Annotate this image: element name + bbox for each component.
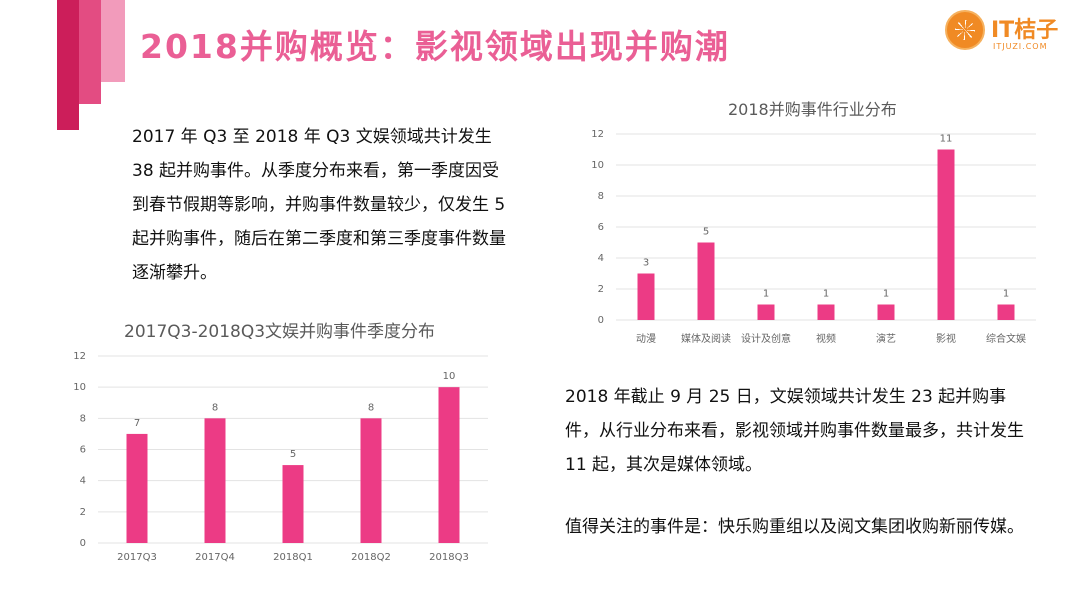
decor-bar-dark [57, 0, 79, 130]
bar [360, 418, 382, 543]
y-tick-label: 10 [591, 160, 604, 171]
x-tick-label: 综合文娱 [986, 332, 1026, 345]
brand-logo: IT桔子 ITJUZI.COM [945, 10, 1070, 58]
x-tick-label: 2017Q4 [195, 552, 235, 563]
data-label: 1 [883, 289, 889, 300]
bar [282, 465, 304, 543]
industry-summary-text: 2018 年截止 9 月 25 日，文娱领域共计发生 23 起并购事件，从行业分… [565, 387, 1024, 475]
data-label: 7 [134, 418, 140, 429]
y-tick-label: 6 [80, 445, 86, 456]
orange-slice-icon [945, 10, 985, 50]
y-tick-label: 0 [80, 538, 86, 549]
x-tick-label: 2018Q1 [273, 552, 313, 563]
data-label: 5 [703, 227, 709, 238]
x-tick-label: 媒体及阅读 [681, 332, 731, 345]
x-tick-label: 动漫 [636, 333, 656, 345]
x-tick-label: 视频 [816, 332, 836, 345]
x-tick-label: 影视 [936, 332, 956, 345]
data-label: 1 [1003, 289, 1009, 300]
logo-name: IT桔子 [991, 18, 1059, 43]
bar [204, 418, 226, 543]
logo-subtitle: ITJUZI.COM [993, 42, 1048, 51]
x-tick-label: 演艺 [876, 332, 896, 345]
x-tick-label: 2018Q2 [351, 552, 391, 563]
x-tick-label: 设计及创意 [741, 332, 791, 345]
notable-events-text: 值得关注的事件是：快乐购重组以及阅文集团收购新丽传媒。 [565, 517, 1024, 537]
data-label: 11 [940, 134, 953, 145]
data-label: 10 [443, 371, 456, 382]
industry-chart-title: 2018并购事件行业分布 [728, 100, 897, 119]
x-tick-label: 2018Q3 [429, 552, 469, 563]
decor-bar-mid [79, 0, 101, 104]
bar [937, 149, 955, 320]
y-tick-label: 10 [73, 382, 86, 393]
data-label: 3 [643, 258, 649, 269]
bar [877, 304, 895, 320]
x-tick-label: 2017Q3 [117, 552, 157, 563]
y-tick-label: 8 [598, 191, 604, 202]
page-title: 2018并购概览：影视领域出现并购潮 [140, 27, 730, 66]
bar [817, 304, 835, 320]
y-tick-label: 2 [598, 284, 604, 295]
bar [438, 387, 460, 543]
y-tick-label: 4 [598, 253, 604, 264]
quarterly-chart-title: 2017Q3-2018Q3文娱并购事件季度分布 [124, 322, 436, 342]
bar [997, 304, 1015, 320]
y-tick-label: 8 [80, 413, 86, 424]
data-label: 5 [290, 449, 296, 460]
y-tick-label: 12 [73, 351, 86, 362]
data-label: 1 [763, 289, 769, 300]
y-tick-label: 0 [598, 315, 604, 326]
decor-bar-light [101, 0, 125, 82]
data-label: 1 [823, 289, 829, 300]
y-tick-label: 2 [80, 507, 86, 518]
bar [637, 273, 655, 320]
y-tick-label: 6 [598, 222, 604, 233]
bar [126, 433, 148, 543]
data-label: 8 [212, 402, 218, 413]
bar [757, 304, 775, 320]
bar [697, 242, 715, 320]
y-tick-label: 4 [80, 476, 86, 487]
y-tick-label: 12 [591, 129, 604, 140]
data-label: 8 [368, 402, 374, 413]
quarterly-summary-text: 2017 年 Q3 至 2018 年 Q3 文娱领域共计发生38 起并购事件。从… [132, 127, 506, 283]
